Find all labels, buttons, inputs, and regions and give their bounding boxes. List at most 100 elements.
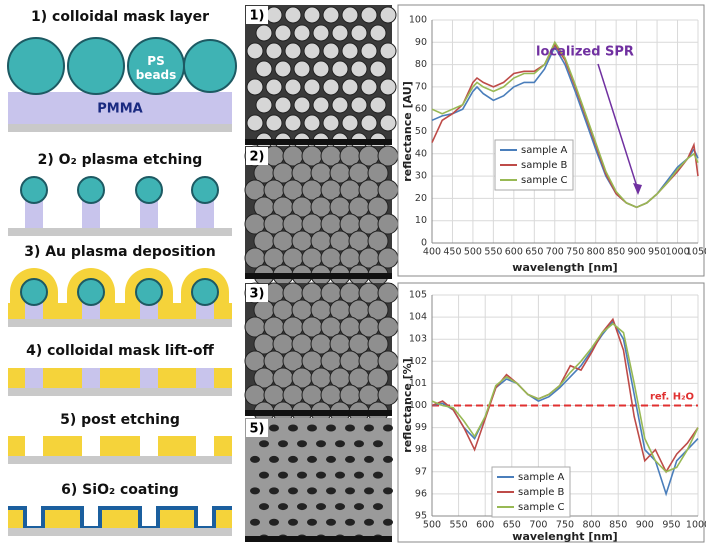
sem-sphere bbox=[313, 25, 329, 41]
sem-sphere bbox=[275, 97, 291, 113]
y-tick-label: 100 bbox=[409, 15, 427, 26]
sem-sphere bbox=[361, 7, 377, 23]
sem-sphere bbox=[342, 7, 358, 23]
x-tick-label: 800 bbox=[583, 520, 601, 531]
sem-hole bbox=[288, 519, 298, 526]
sem-sphere bbox=[332, 61, 348, 77]
sem-hole bbox=[307, 425, 317, 432]
y-tick-label: 20 bbox=[415, 193, 427, 204]
beads bbox=[21, 177, 218, 203]
x-tick-label: 500 bbox=[464, 247, 482, 258]
sem-panel: 1) bbox=[245, 5, 396, 149]
bead bbox=[68, 38, 124, 94]
sem-sphere bbox=[342, 43, 358, 59]
sem-sphere bbox=[351, 25, 367, 41]
sem-hole bbox=[326, 456, 336, 463]
sem-hole bbox=[383, 487, 393, 494]
sem-hole bbox=[354, 472, 364, 479]
sem-sphere bbox=[294, 97, 310, 113]
sem-hole bbox=[364, 487, 374, 494]
sem-hole bbox=[250, 456, 260, 463]
sem-sphere bbox=[380, 43, 396, 59]
sem-hole bbox=[297, 503, 307, 510]
sem-sphere bbox=[304, 7, 320, 23]
sem-sphere bbox=[332, 25, 348, 41]
sem-hole bbox=[316, 503, 326, 510]
sem-sphere bbox=[285, 79, 301, 95]
sem-hole bbox=[250, 487, 260, 494]
sem-sphere bbox=[275, 25, 291, 41]
sem-sphere bbox=[370, 25, 386, 41]
sem-scale-bar bbox=[245, 273, 392, 279]
x-tick-label: 650 bbox=[525, 247, 543, 258]
sem-sphere bbox=[361, 79, 377, 95]
legend-label: sample B bbox=[521, 160, 568, 171]
substrate bbox=[8, 319, 232, 327]
sem-sphere bbox=[342, 115, 358, 131]
sem-hole bbox=[288, 456, 298, 463]
y-tick-label: 70 bbox=[415, 81, 427, 92]
sem-sphere bbox=[323, 43, 339, 59]
bead bbox=[8, 38, 64, 94]
sem-sphere bbox=[323, 79, 339, 95]
sem-scale-bar bbox=[245, 536, 392, 542]
sem-sphere bbox=[256, 97, 272, 113]
x-tick-label: 550 bbox=[450, 520, 468, 531]
substrate bbox=[8, 388, 232, 396]
y-axis-label: reflectance [AU] bbox=[401, 81, 414, 182]
y-tick-label: 98 bbox=[415, 444, 427, 455]
sem-hole bbox=[297, 440, 307, 447]
y-tick-label: 96 bbox=[415, 488, 427, 499]
figure: 1)2)3)5) 1) colloidal mask layer2) O₂ pl… bbox=[0, 0, 706, 544]
sem-hole bbox=[288, 487, 298, 494]
sem-hole bbox=[383, 519, 393, 526]
sem-hole bbox=[259, 440, 269, 447]
legend-label: sample B bbox=[518, 487, 565, 498]
sem-hole bbox=[316, 472, 326, 479]
sem-sphere bbox=[266, 115, 282, 131]
step-title: 4) colloidal mask lift-off bbox=[26, 343, 214, 359]
sem-hole bbox=[383, 425, 393, 432]
sem-sphere bbox=[370, 97, 386, 113]
sem-hole bbox=[326, 519, 336, 526]
sem-sphere bbox=[266, 43, 282, 59]
sem-sphere bbox=[313, 97, 329, 113]
sem-label: 5) bbox=[250, 422, 265, 437]
y-tick-label: 90 bbox=[415, 37, 427, 48]
sem-hole bbox=[345, 425, 355, 432]
sem-scale-bar bbox=[245, 139, 392, 145]
x-tick-label: 950 bbox=[662, 520, 680, 531]
sem-hole bbox=[269, 487, 279, 494]
sem-hole bbox=[345, 519, 355, 526]
sem-sphere bbox=[323, 7, 339, 23]
sem-hole bbox=[288, 425, 298, 432]
x-tick-label: 850 bbox=[607, 247, 625, 258]
x-tick-label: 650 bbox=[503, 520, 521, 531]
sem-sphere bbox=[266, 79, 282, 95]
x-axis-label: wavelength [nm] bbox=[512, 261, 617, 274]
gold bbox=[8, 436, 232, 456]
sem-hole bbox=[307, 456, 317, 463]
sem-sphere bbox=[313, 61, 329, 77]
sem-sphere bbox=[351, 61, 367, 77]
sem-hole bbox=[364, 456, 374, 463]
y-tick-label: 10 bbox=[415, 215, 427, 226]
sem-label: 3) bbox=[250, 287, 265, 302]
sem-hole bbox=[278, 440, 288, 447]
substrate bbox=[8, 124, 232, 132]
sem-hole bbox=[326, 425, 336, 432]
y-tick-label: 99 bbox=[415, 422, 427, 433]
sem-sphere bbox=[370, 61, 386, 77]
sem-sphere bbox=[332, 97, 348, 113]
sem-sphere bbox=[275, 61, 291, 77]
sem-hole bbox=[335, 440, 345, 447]
sem-hole bbox=[269, 456, 279, 463]
sem-sphere bbox=[361, 43, 377, 59]
pillars bbox=[25, 196, 214, 228]
sem-hole bbox=[307, 487, 317, 494]
sem-hole bbox=[326, 487, 336, 494]
sem-panel: 2) bbox=[245, 146, 398, 285]
sem-sphere bbox=[380, 79, 396, 95]
sem-sphere bbox=[247, 43, 263, 59]
sem-hole bbox=[335, 472, 345, 479]
